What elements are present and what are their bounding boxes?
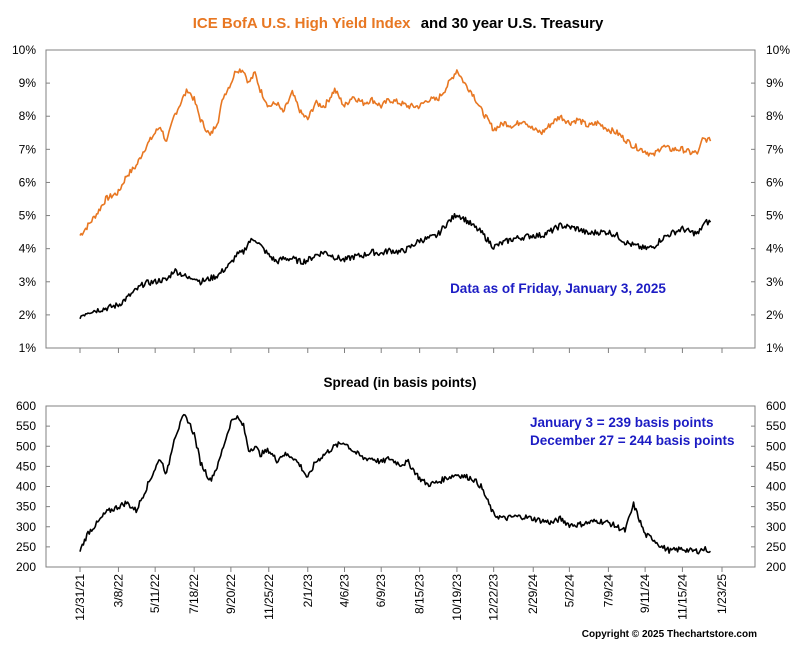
x-axis-label: 11/15/24 (675, 574, 689, 620)
x-axis-label: 12/22/23 (487, 574, 501, 621)
top-right-tick-label: 8% (766, 109, 784, 123)
x-axis-label: 2/1/23 (301, 574, 315, 608)
top-series-lines (79, 68, 712, 320)
top-axis-ticks: 1% 1% 2% 2% 3% 3% 4% 4% 5% 5% 6% 6% 7% 7% 8% 8% 9% 9% 10% 1… (12, 43, 790, 355)
top-left-tick-label: 8% (19, 109, 37, 123)
top-series-ice-bofa-u-s-high-yield-index (79, 68, 712, 236)
top-title-treasury: and 30 year U.S. Treasury (421, 15, 604, 32)
bottom-right-tick-label: 500 (766, 439, 786, 453)
x-axis-label: 2/29/24 (526, 574, 540, 614)
x-axis-label: 7/9/24 (601, 574, 615, 608)
x-axis-label: 3/8/22 (111, 574, 125, 608)
spread-annotation-dec27: December 27 = 244 basis points (530, 433, 734, 448)
bottom-right-tick-label: 200 (766, 560, 786, 574)
bottom-left-tick-label: 500 (16, 439, 36, 453)
bottom-plot-area (45, 405, 756, 568)
bottom-right-tick-label: 600 (766, 399, 786, 413)
x-axis-label: 1/23/25 (715, 574, 729, 614)
bottom-left-tick-label: 400 (16, 480, 36, 494)
bottom-series-spread (79, 413, 711, 555)
bottom-right-tick-label: 350 (766, 500, 786, 514)
x-axis-label: 8/15/23 (413, 574, 427, 614)
bottom-right-tick-label: 550 (766, 419, 786, 433)
top-left-tick-label: 1% (19, 341, 37, 355)
x-axis-label: 12/31/21 (73, 574, 87, 621)
x-axis-label: 5/11/22 (148, 574, 162, 613)
top-right-tick-label: 1% (766, 341, 784, 355)
bottom-right-tick-label: 300 (766, 520, 786, 534)
top-right-tick-label: 10% (766, 43, 790, 57)
bottom-right-tick-label: 400 (766, 480, 786, 494)
x-axis-label: 9/20/22 (224, 574, 238, 614)
top-series-30-year-u-s-treasury (79, 213, 712, 320)
top-left-tick-label: 4% (19, 242, 37, 256)
bottom-right-tick-label: 250 (766, 540, 786, 554)
top-right-tick-label: 5% (766, 209, 784, 223)
top-title-hy-index: ICE BofA U.S. High Yield Index (193, 15, 411, 32)
copyright-notice: Copyright © 2025 Thechartstore.com (582, 629, 757, 640)
top-right-tick-label: 2% (766, 308, 784, 322)
x-axis-label: 6/9/23 (374, 574, 388, 608)
top-left-tick-label: 6% (19, 175, 37, 189)
bottom-right-tick-label: 450 (766, 459, 786, 473)
bottom-axis-ticks: 200 200 250 250 300 300 350 350 400 400 450 450 500 5… (16, 399, 786, 574)
bottom-left-tick-label: 300 (16, 520, 36, 534)
bottom-left-tick-label: 200 (16, 560, 36, 574)
top-plot-area (45, 49, 756, 349)
bottom-left-tick-label: 550 (16, 419, 36, 433)
top-left-tick-label: 7% (19, 142, 37, 156)
bottom-series-lines (79, 413, 711, 555)
top-left-tick-label: 9% (19, 76, 37, 90)
top-left-tick-label: 5% (19, 209, 37, 223)
top-right-tick-label: 4% (766, 242, 784, 256)
top-right-tick-label: 3% (766, 275, 784, 289)
data-date-annotation: Data as of Friday, January 3, 2025 (450, 281, 666, 296)
top-right-tick-label: 6% (766, 175, 784, 189)
spread-annotation-jan3: January 3 = 239 basis points (530, 415, 713, 430)
x-axis-label: 11/25/22 (262, 574, 276, 620)
top-chart-title: ICE BofA U.S. High Yield Index and 30 ye… (193, 15, 604, 32)
spread-chart-title: Spread (in basis points) (323, 375, 476, 390)
x-axis-label: 5/2/24 (562, 574, 576, 608)
x-axis-label: 10/19/23 (450, 574, 464, 621)
bottom-left-tick-label: 250 (16, 540, 36, 554)
x-axis-date-labels: 12/31/21 3/8/22 5/11/22 7/18/22 9/20/22 11/25… (73, 574, 729, 621)
top-right-tick-label: 7% (766, 142, 784, 156)
top-left-tick-label: 10% (12, 43, 36, 57)
bottom-left-tick-label: 600 (16, 399, 36, 413)
x-axis-label: 9/11/24 (638, 574, 652, 613)
bottom-left-tick-label: 450 (16, 459, 36, 473)
top-right-tick-label: 9% (766, 76, 784, 90)
x-axis-label: 4/6/23 (337, 574, 351, 608)
top-left-tick-label: 2% (19, 308, 37, 322)
top-left-tick-label: 3% (19, 275, 37, 289)
bottom-left-tick-label: 350 (16, 500, 36, 514)
x-axis-label: 7/18/22 (187, 574, 201, 614)
